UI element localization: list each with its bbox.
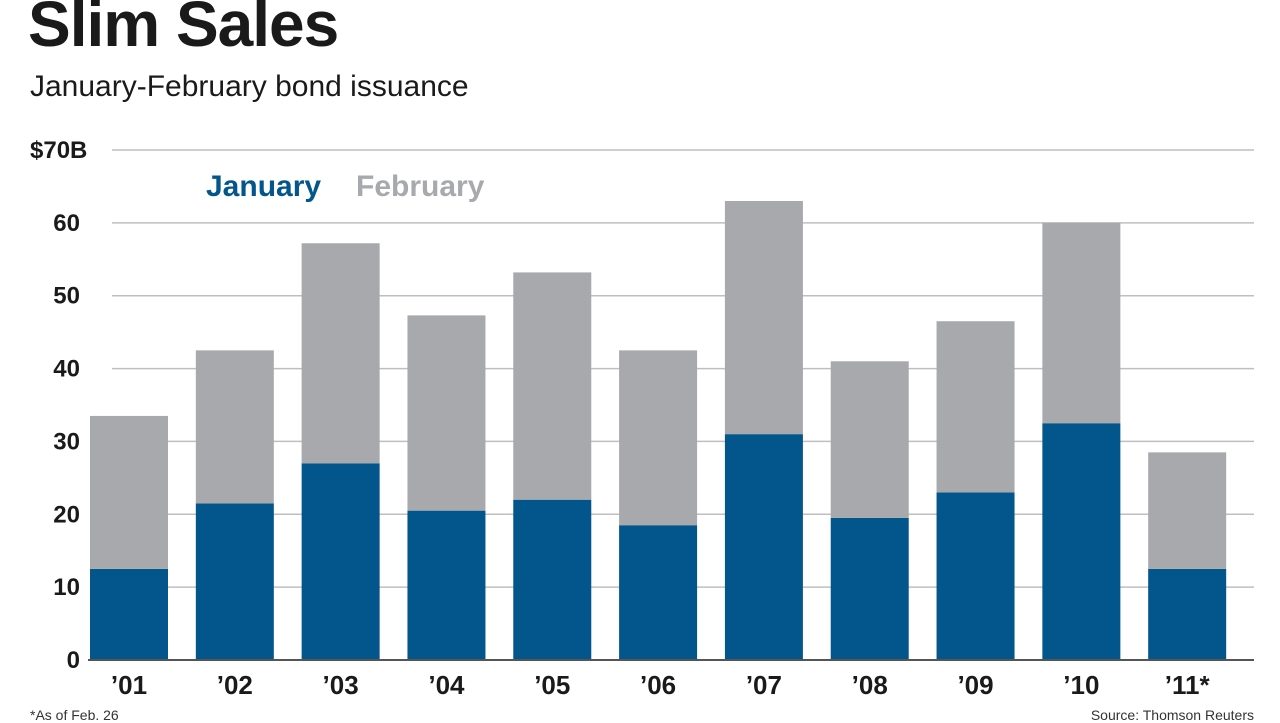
chart-title: Slim Sales: [28, 0, 339, 60]
bar-january: [90, 568, 168, 660]
bar-february: [513, 272, 592, 500]
y-tick-label: 30: [53, 428, 80, 455]
y-tick-label: 0: [67, 647, 80, 674]
bar-january: [1148, 568, 1227, 660]
source-note: Source: Thomson Reuters: [1090, 707, 1254, 723]
bar-january: [830, 517, 909, 660]
x-tick-label: ’04: [428, 670, 465, 700]
x-tick-label: ’06: [640, 670, 676, 700]
bar-january: [195, 503, 274, 660]
y-tick-label: 10: [53, 574, 80, 601]
bar-january: [407, 510, 486, 660]
x-tick-label: ’08: [852, 670, 888, 700]
y-tick-label: 20: [53, 501, 80, 528]
bar-february: [301, 243, 380, 464]
x-tick-label: ’02: [217, 670, 253, 700]
bar-february: [936, 321, 1015, 493]
bar-january: [724, 434, 803, 660]
y-tick-label: 50: [53, 283, 80, 310]
x-tick-label: ’11*: [1165, 670, 1211, 700]
y-tick-label: 60: [53, 210, 80, 237]
legend-january: January: [206, 170, 321, 203]
x-tick-label: ’07: [746, 670, 782, 700]
bar-february: [724, 201, 803, 435]
bar-february: [90, 415, 168, 569]
x-tick-label: ’01: [111, 670, 147, 700]
legend-february: February: [356, 170, 485, 203]
bar-january: [301, 463, 380, 660]
x-tick-label: ’03: [323, 670, 359, 700]
bar-january: [619, 525, 698, 660]
bar-february: [619, 350, 698, 526]
chart-subtitle: January-February bond issuance: [30, 70, 469, 103]
y-tick-label: $70B: [30, 137, 87, 164]
x-tick-label: ’10: [1063, 670, 1099, 700]
bar-january: [936, 492, 1015, 660]
bar-february: [1148, 452, 1227, 569]
bar-february: [1042, 222, 1121, 424]
bar-january: [1042, 423, 1121, 660]
bar-january: [513, 499, 592, 660]
x-tick-label: ’05: [534, 670, 570, 700]
y-tick-label: 40: [53, 356, 80, 383]
bar-february: [830, 361, 909, 518]
bar-february: [195, 350, 274, 504]
bar-layer: [90, 201, 1227, 660]
x-tick-label: ’09: [957, 670, 993, 700]
bar-february: [407, 315, 486, 511]
legend: January February: [206, 170, 485, 203]
axis-layer: 0 10 20 30 40 50 60 $70B ’01 ’02 ’03 ’04 ’05 ’06 ’07 ’0…: [30, 137, 1254, 700]
footnote: *As of Feb. 26: [30, 707, 119, 723]
